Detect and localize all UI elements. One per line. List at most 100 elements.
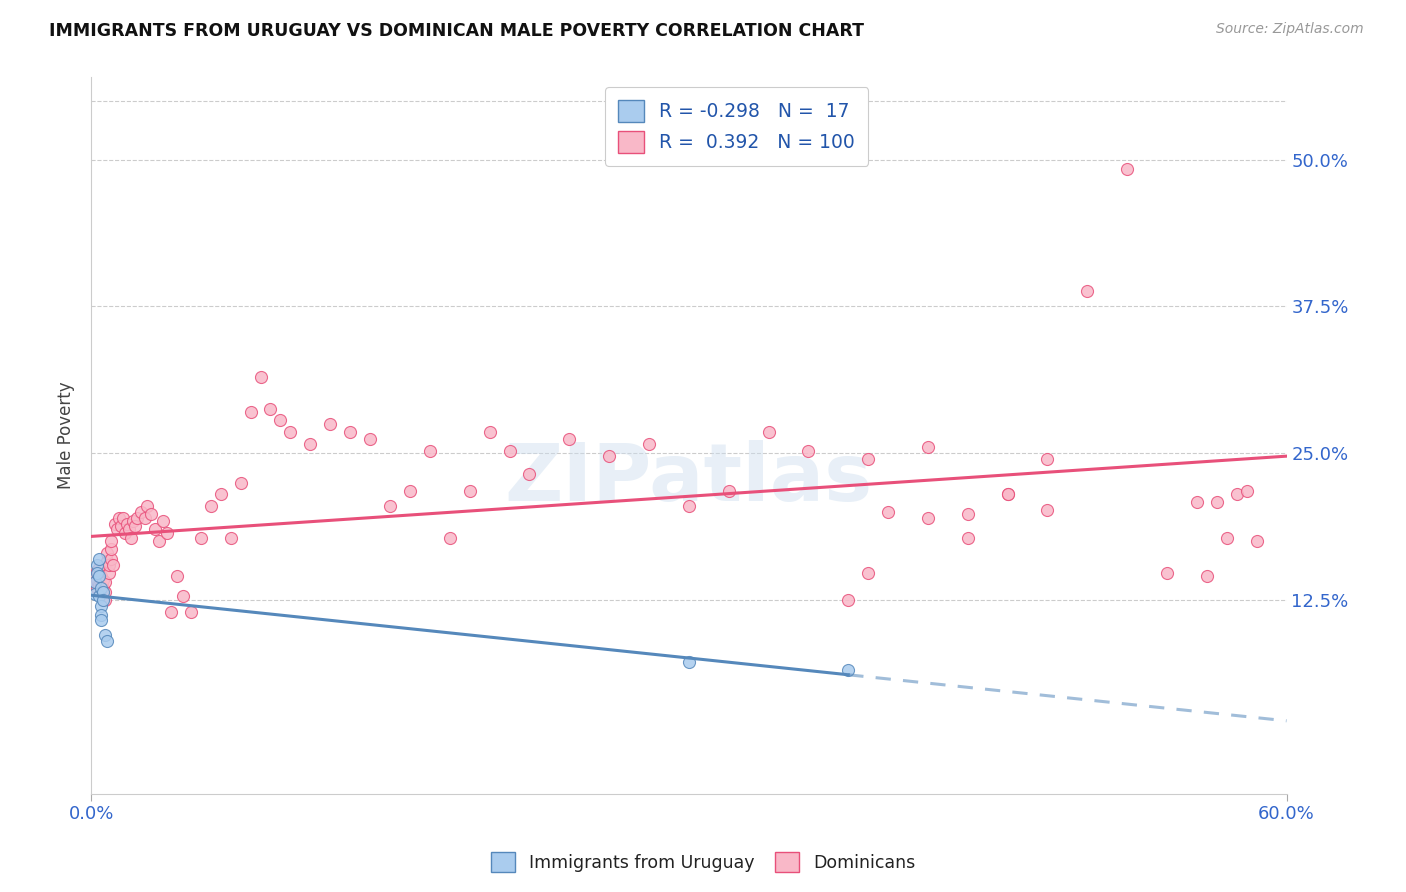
Point [108,510,131,524]
Point [598,449,620,463]
Point [399,483,422,498]
Point [112,510,135,524]
Point [84,569,107,583]
Point [94,575,117,590]
Point [87,569,110,583]
Point [118,523,141,537]
Point [86,558,108,572]
Point [758,425,780,439]
Point [143,523,166,537]
Point [717,483,740,498]
Text: Source: ZipAtlas.com: Source: ZipAtlas.com [1216,22,1364,37]
Point [105,523,128,537]
Point [837,593,859,607]
Point [96,634,118,648]
Point [156,526,179,541]
Point [91,573,114,587]
Point [94,593,117,607]
Point [152,514,174,528]
Point [997,487,1019,501]
Point [90,581,112,595]
Point [797,443,820,458]
Point [100,542,122,557]
Point [299,437,322,451]
Point [139,507,162,521]
Point [280,425,302,439]
Point [166,569,188,583]
Point [84,575,107,590]
Point [110,519,132,533]
Point [956,507,979,521]
Point [96,546,118,560]
Point [1216,531,1239,545]
Point [91,590,114,604]
Point [87,552,110,566]
Point [90,584,112,599]
Point [419,443,441,458]
Point [91,584,114,599]
Point [259,401,281,416]
Point [1226,487,1249,501]
Point [87,569,110,583]
Point [86,566,108,580]
Point [90,577,112,591]
Point [1236,483,1258,498]
Point [180,605,202,619]
Point [359,432,381,446]
Point [120,531,142,545]
Point [96,554,118,568]
Point [160,605,183,619]
Point [1185,495,1208,509]
Point [91,593,114,607]
Point [100,534,122,549]
Y-axis label: Male Poverty: Male Poverty [58,382,75,490]
Point [172,590,194,604]
Point [100,552,122,566]
Point [269,413,291,427]
Point [678,655,700,669]
Point [87,577,110,591]
Point [86,573,108,587]
Point [114,526,136,541]
Point [98,558,121,572]
Point [90,613,112,627]
Point [339,425,361,439]
Point [209,487,232,501]
Point [94,628,117,642]
Point [1205,495,1227,509]
Point [1195,569,1218,583]
Point [478,425,501,439]
Point [997,487,1019,501]
Point [239,405,262,419]
Point [87,590,110,604]
Point [115,516,138,531]
Point [91,581,114,595]
Point [678,499,700,513]
Point [200,499,222,513]
Point [856,452,879,467]
Point [1246,534,1268,549]
Point [378,499,401,513]
Point [84,587,107,601]
Point [84,575,107,590]
Point [86,564,108,578]
Point [136,499,159,513]
Point [122,514,145,528]
Point [129,505,152,519]
Point [148,534,170,549]
Point [638,437,661,451]
Text: IMMIGRANTS FROM URUGUAY VS DOMINICAN MALE POVERTY CORRELATION CHART: IMMIGRANTS FROM URUGUAY VS DOMINICAN MAL… [49,22,865,40]
Point [98,566,121,580]
Text: ZIPatlas: ZIPatlas [505,440,873,517]
Point [249,369,271,384]
Point [101,558,124,572]
Point [917,510,939,524]
Point [877,505,900,519]
Point [125,510,148,524]
Point [917,440,939,454]
Point [87,561,110,575]
Point [319,417,342,431]
Point [498,443,520,458]
Point [134,510,156,524]
Point [90,569,112,583]
